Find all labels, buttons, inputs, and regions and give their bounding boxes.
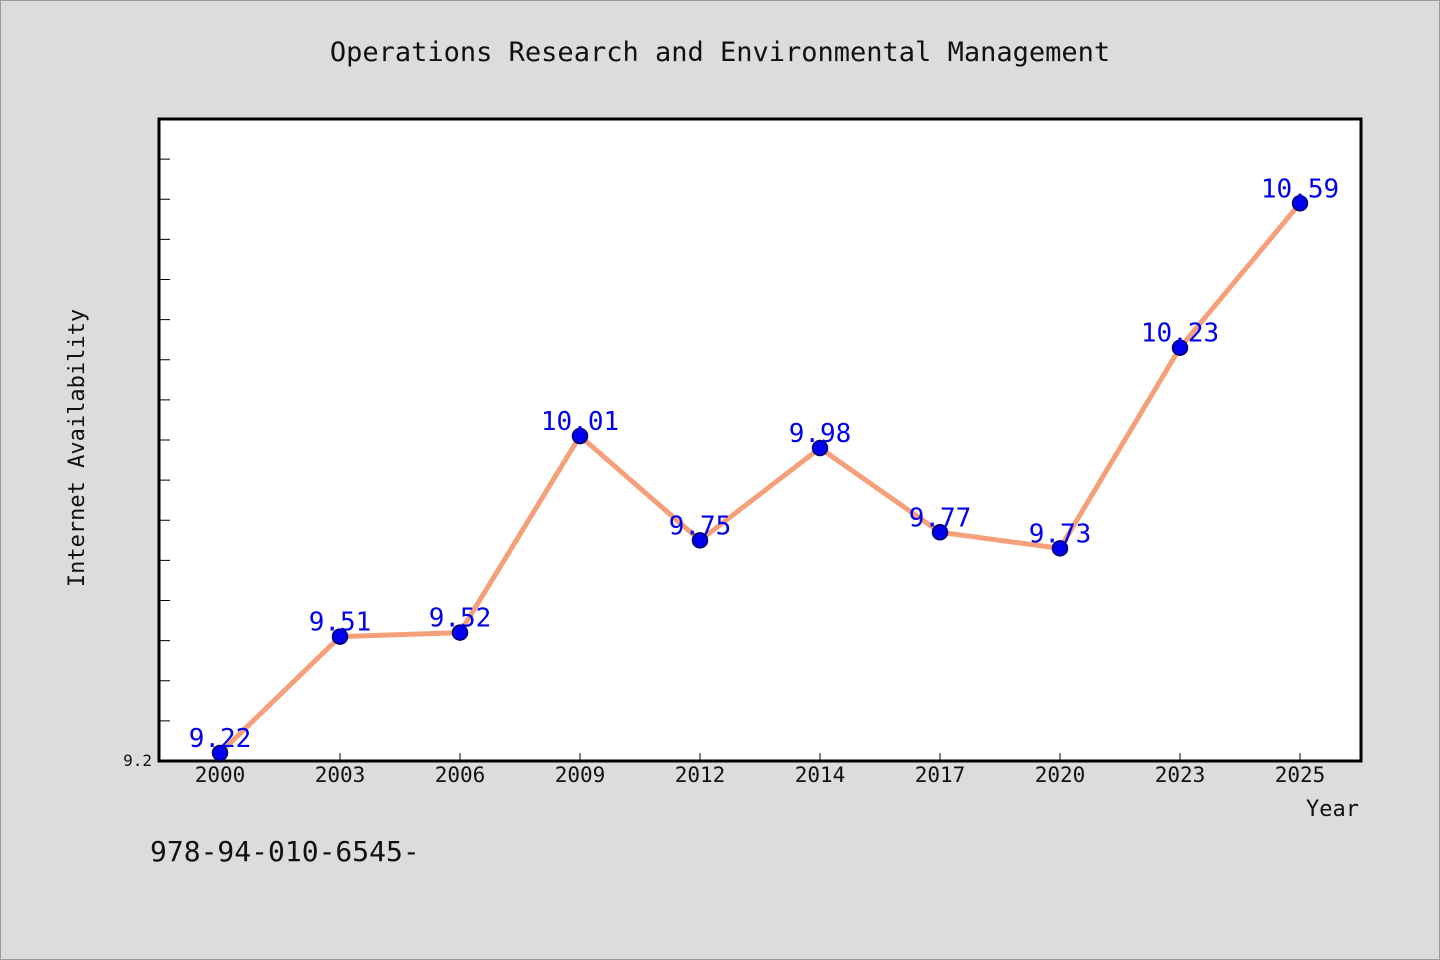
footnote: 978-94-010-6545- — [150, 835, 420, 868]
data-label: 9.22 — [189, 724, 252, 754]
x-tick-label: 2003 — [315, 763, 366, 787]
plot-area — [157, 117, 1363, 763]
series-line — [217, 200, 1303, 756]
x-axis-label: Year — [1306, 797, 1359, 822]
y-axis-label: Internet Availability — [65, 309, 90, 587]
data-label: 9.98 — [789, 419, 852, 449]
data-point — [331, 628, 349, 645]
series-layer: 9.22 9.51 9.52 10.01 9.75 9.98 9.77 9.73 10.23 10… — [189, 174, 1339, 762]
data-label: 10.59 — [1261, 174, 1339, 204]
data-point — [691, 532, 709, 549]
data-label: 10.23 — [1141, 319, 1219, 349]
y-tick-label: 9.2 — [123, 751, 152, 770]
x-tick-label: 2023 — [1155, 763, 1206, 787]
x-tick-label: 2014 — [795, 763, 846, 787]
data-label: 9.75 — [669, 511, 732, 541]
data-label: 9.51 — [309, 608, 372, 638]
data-point — [571, 427, 589, 445]
data-point — [1051, 540, 1069, 557]
x-axis-ticks: 2000 2003 2006 2009 2012 2014 2017 2020 2023 2025 — [195, 753, 1326, 787]
data-point — [931, 524, 949, 541]
data-label: 9.52 — [429, 604, 492, 634]
x-tick-label: 2025 — [1275, 763, 1326, 787]
y-axis-ticks — [158, 158, 170, 762]
x-tick-label: 2020 — [1035, 763, 1086, 787]
data-label: 9.73 — [1029, 519, 1092, 549]
chart-title: Operations Research and Environmental Ma… — [330, 37, 1110, 68]
data-label: 9.77 — [909, 503, 972, 533]
data-point — [1171, 339, 1189, 356]
data-point — [451, 624, 469, 641]
data-point — [1291, 195, 1309, 212]
x-tick-label: 2000 — [195, 763, 246, 787]
data-point — [211, 744, 229, 762]
x-tick-label: 2012 — [675, 763, 726, 787]
data-label: 10.01 — [541, 407, 619, 437]
x-tick-label: 2006 — [435, 763, 486, 787]
x-tick-label: 2009 — [555, 763, 606, 787]
x-tick-label: 2017 — [915, 763, 966, 787]
data-point — [811, 439, 829, 457]
